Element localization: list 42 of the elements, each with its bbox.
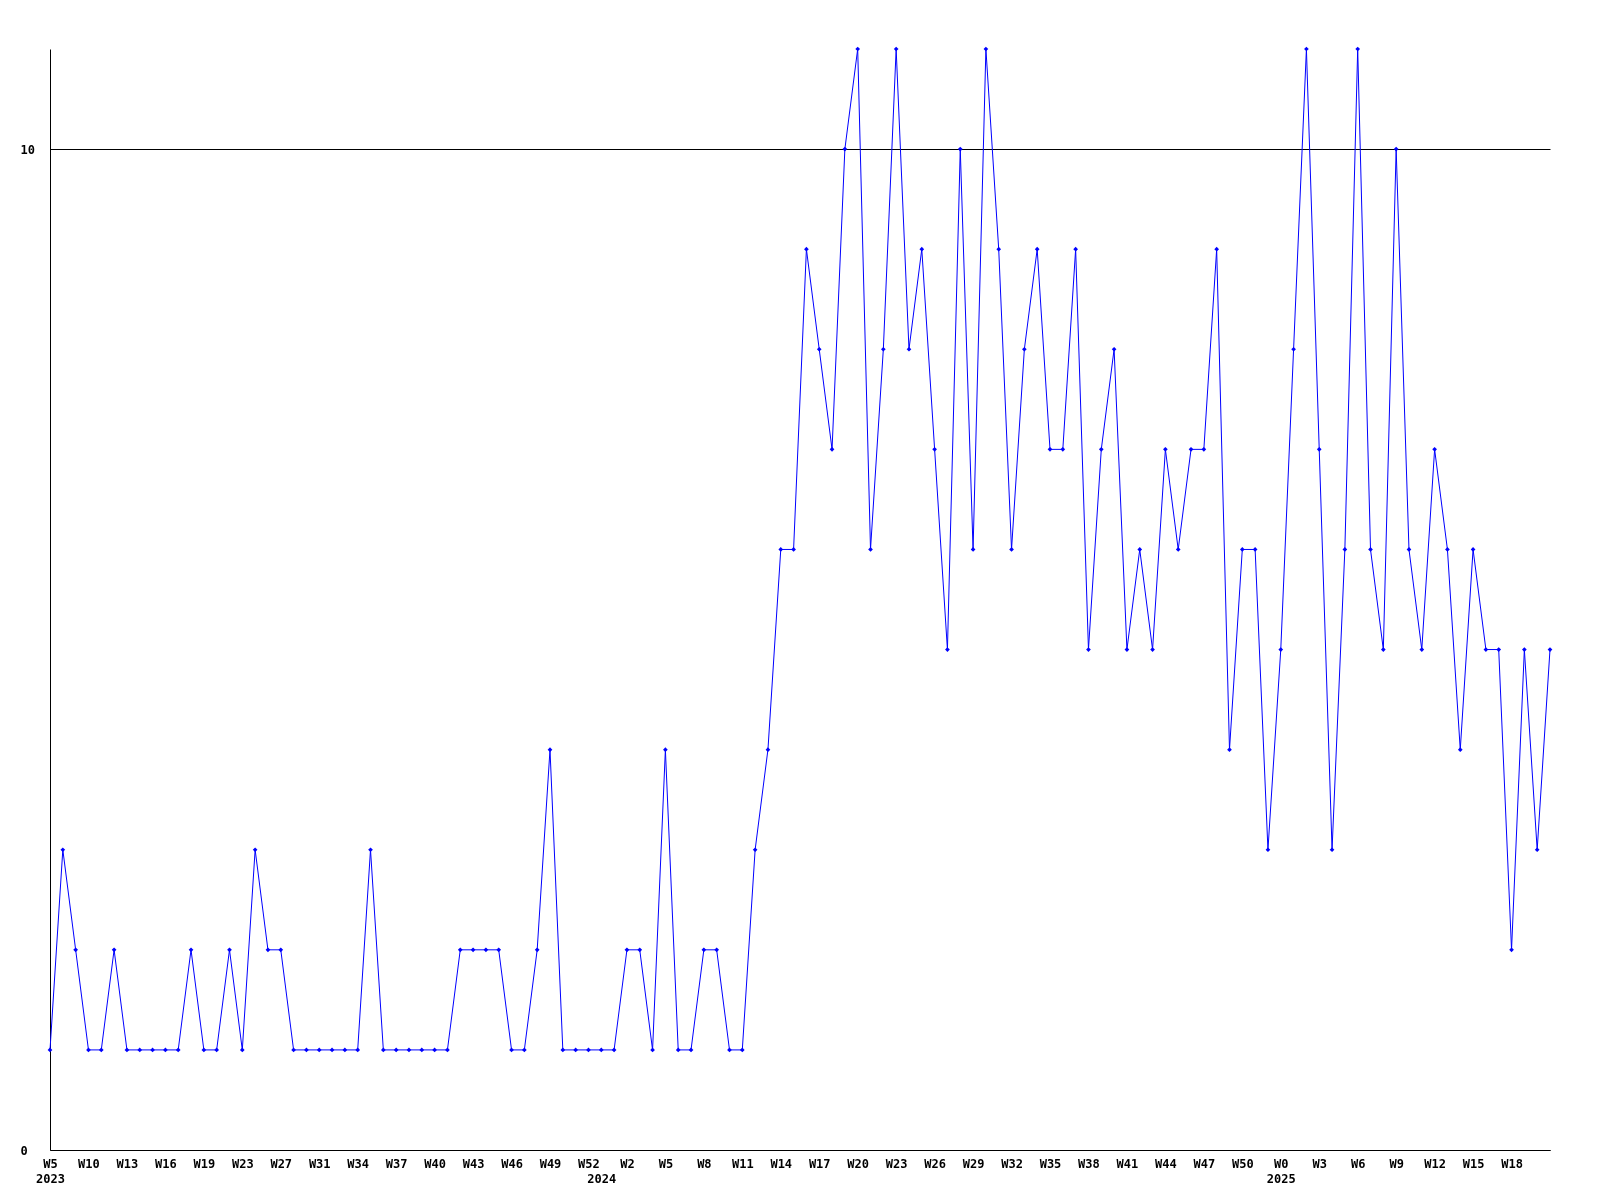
x-tick-label: W13 — [116, 1156, 139, 1171]
x-tick-label: W5 2023 — [36, 1156, 65, 1186]
x-tick-label: W12 — [1424, 1156, 1446, 1171]
x-tick-label: W10 — [78, 1156, 100, 1171]
x-tick-label: W26 — [924, 1156, 946, 1171]
x-tick-label: W5 — [658, 1156, 674, 1171]
x-tick-label: W11 — [731, 1156, 754, 1171]
x-tick-label: W29 — [962, 1156, 985, 1171]
x-tick-label: W43 — [462, 1156, 485, 1171]
x-tick-label: W23 — [231, 1156, 254, 1171]
x-tick-label: W6 — [1350, 1156, 1366, 1171]
x-tick-label: W44 — [1155, 1156, 1177, 1171]
x-tick-label: W35 — [1039, 1156, 1062, 1171]
x-tick-label: W20 — [847, 1156, 870, 1171]
x-tick-label: W19 — [193, 1156, 216, 1171]
x-tick-label: W14 — [770, 1156, 793, 1171]
x-tick-label: W23 — [885, 1156, 908, 1171]
x-tick-label: W38 — [1078, 1156, 1100, 1171]
x-tick-label: W37 — [385, 1156, 408, 1171]
x-tick-label: W32 — [1001, 1156, 1023, 1171]
x-tick-label: W17 — [808, 1156, 831, 1171]
x-tick-label: W47 — [1193, 1156, 1216, 1171]
y-tick-label: 0 — [20, 1143, 28, 1158]
x-tick-label: W41 — [1116, 1156, 1139, 1171]
x-tick-label: W9 — [1389, 1156, 1404, 1171]
x-tick-label: W18 — [1501, 1156, 1523, 1171]
x-tick-label: W27 — [270, 1156, 293, 1171]
x-tick-label: W31 — [308, 1156, 331, 1171]
x-tick-label: W3 — [1312, 1156, 1327, 1171]
x-tick-label: W16 — [155, 1156, 177, 1171]
x-tick-label: W15 — [1462, 1156, 1485, 1171]
x-tick-label: W2 — [620, 1156, 635, 1171]
x-tick-label: W8 — [697, 1156, 712, 1171]
x-tick-label: W46 — [501, 1156, 523, 1171]
x-tick-label: W52 — [578, 1156, 600, 1171]
y-tick-label: 10 — [20, 142, 35, 157]
x-tick-label: W49 — [539, 1156, 562, 1171]
x-tick-label: 2024 — [587, 1171, 617, 1186]
x-tick-label: W34 — [347, 1156, 370, 1171]
x-tick-label: W0 2025 — [1266, 1156, 1296, 1186]
x-tick-label: W50 — [1231, 1156, 1254, 1171]
x-tick-label: W40 — [424, 1156, 446, 1171]
